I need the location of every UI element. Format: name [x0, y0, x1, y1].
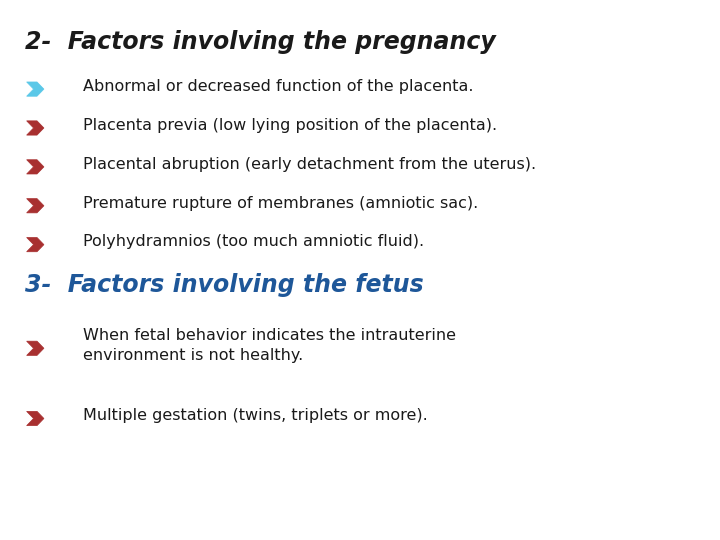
Text: Placental abruption (early detachment from the uterus).: Placental abruption (early detachment fr… — [83, 157, 536, 172]
Text: 3-  Factors involving the fetus: 3- Factors involving the fetus — [25, 273, 424, 296]
Polygon shape — [27, 121, 44, 135]
Polygon shape — [27, 160, 44, 174]
Text: When fetal behavior indicates the intrauterine
environment is not healthy.: When fetal behavior indicates the intrau… — [83, 328, 456, 363]
Polygon shape — [27, 199, 44, 213]
Text: Multiple gestation (twins, triplets or more).: Multiple gestation (twins, triplets or m… — [83, 408, 428, 423]
Text: Placenta previa (low lying position of the placenta).: Placenta previa (low lying position of t… — [83, 118, 497, 133]
Text: Premature rupture of membranes (amniotic sac).: Premature rupture of membranes (amniotic… — [83, 195, 478, 211]
Text: Polyhydramnios (too much amniotic fluid).: Polyhydramnios (too much amniotic fluid)… — [83, 234, 424, 249]
Text: 2-  Factors involving the pregnancy: 2- Factors involving the pregnancy — [25, 30, 496, 53]
Polygon shape — [27, 82, 44, 96]
Polygon shape — [27, 341, 44, 355]
Text: Abnormal or decreased function of the placenta.: Abnormal or decreased function of the pl… — [83, 79, 473, 94]
Polygon shape — [27, 411, 44, 426]
Polygon shape — [27, 238, 44, 252]
